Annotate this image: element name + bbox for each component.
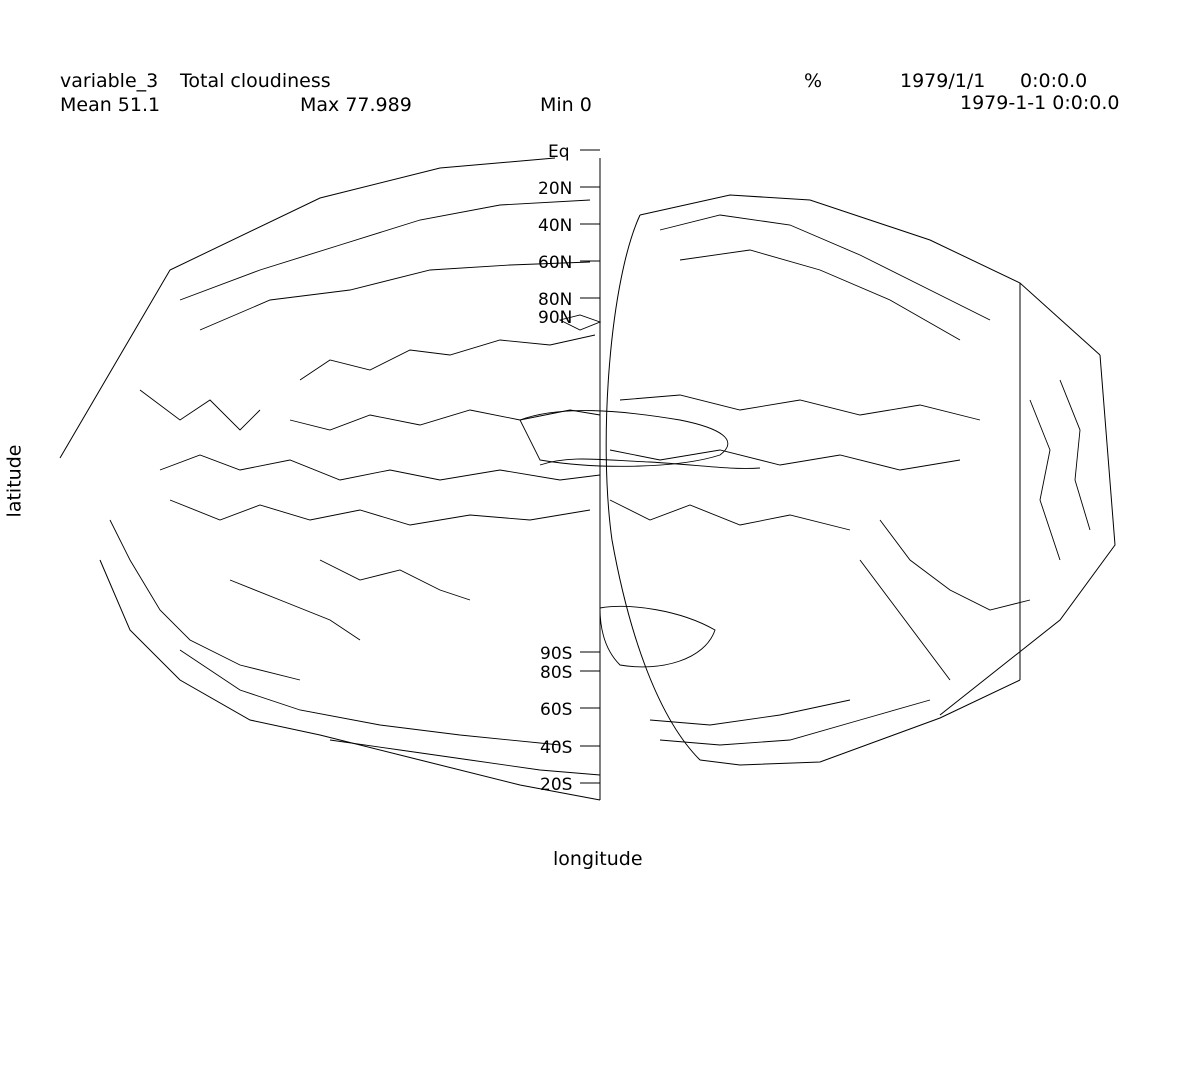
contour-line <box>299 334 596 381</box>
contour-line <box>679 249 961 341</box>
contour-line <box>859 559 951 681</box>
lat-label-80n: 80N <box>538 290 572 310</box>
contour-line <box>539 458 761 469</box>
lat-label-40n: 40N <box>538 216 572 236</box>
contour-line <box>558 314 602 331</box>
contour-line <box>139 389 261 431</box>
contour-line <box>169 499 591 526</box>
right-boundary-lower <box>699 679 1021 766</box>
contour-line <box>329 739 601 776</box>
lat-label-60s: 60S <box>540 700 572 720</box>
contour-line <box>1029 399 1061 561</box>
lat-label-90s: 90S <box>540 644 572 664</box>
lat-label-20s: 20S <box>540 775 572 795</box>
x-axis-label: longitude <box>553 848 643 870</box>
latitude-ticks <box>580 149 600 784</box>
right-boundary-top <box>639 194 1101 356</box>
contour-line <box>179 199 591 301</box>
contour-line <box>659 214 991 321</box>
contour-line <box>159 454 601 481</box>
latitude-labels: Eq 20N 40N 60N 80N 90N 90S 80S 60S 40S 2… <box>538 142 572 795</box>
lat-label-60n: 60N <box>538 253 572 273</box>
contour-line <box>1059 379 1091 531</box>
contour-line <box>229 579 361 641</box>
contour-line <box>649 699 851 726</box>
mean-label: Mean 51.1 <box>60 94 161 116</box>
variable-name: variable_3 <box>60 70 159 92</box>
min-label: Min 0 <box>540 94 592 116</box>
contour-line <box>179 649 561 746</box>
lat-label-40s: 40S <box>540 738 572 758</box>
variable-long-name: Total cloudiness <box>180 70 331 92</box>
lat-label-90n: 90N <box>538 308 572 328</box>
contour-line <box>659 699 931 746</box>
y-axis-label: latitude <box>3 444 26 518</box>
date-label: 1979/1/1 <box>900 70 986 92</box>
contour-line <box>879 519 1031 611</box>
max-label: Max 77.989 <box>300 94 412 116</box>
right-hemisphere-arc <box>605 214 701 761</box>
contour-line <box>319 559 471 601</box>
lat-label-80s: 80S <box>540 663 572 683</box>
units-label: % <box>804 70 823 92</box>
contour-line <box>199 261 591 331</box>
contour-line <box>609 499 851 531</box>
contour-line <box>599 606 716 668</box>
lat-label-eq: Eq <box>548 142 570 162</box>
lat-label-20n: 20N <box>538 179 572 199</box>
left-boundary-lower <box>99 559 601 801</box>
datetime-label: 1979-1-1 0:0:0.0 <box>960 92 1120 114</box>
time-label: 0:0:0.0 <box>1020 70 1088 92</box>
contour-line <box>289 409 601 431</box>
contour-line <box>619 394 981 421</box>
contour-lines <box>109 199 1091 776</box>
contour-line <box>109 519 301 681</box>
contour-line <box>519 410 729 467</box>
right-outer-edge <box>939 354 1116 716</box>
contour-line <box>609 449 961 471</box>
left-boundary <box>59 157 556 459</box>
